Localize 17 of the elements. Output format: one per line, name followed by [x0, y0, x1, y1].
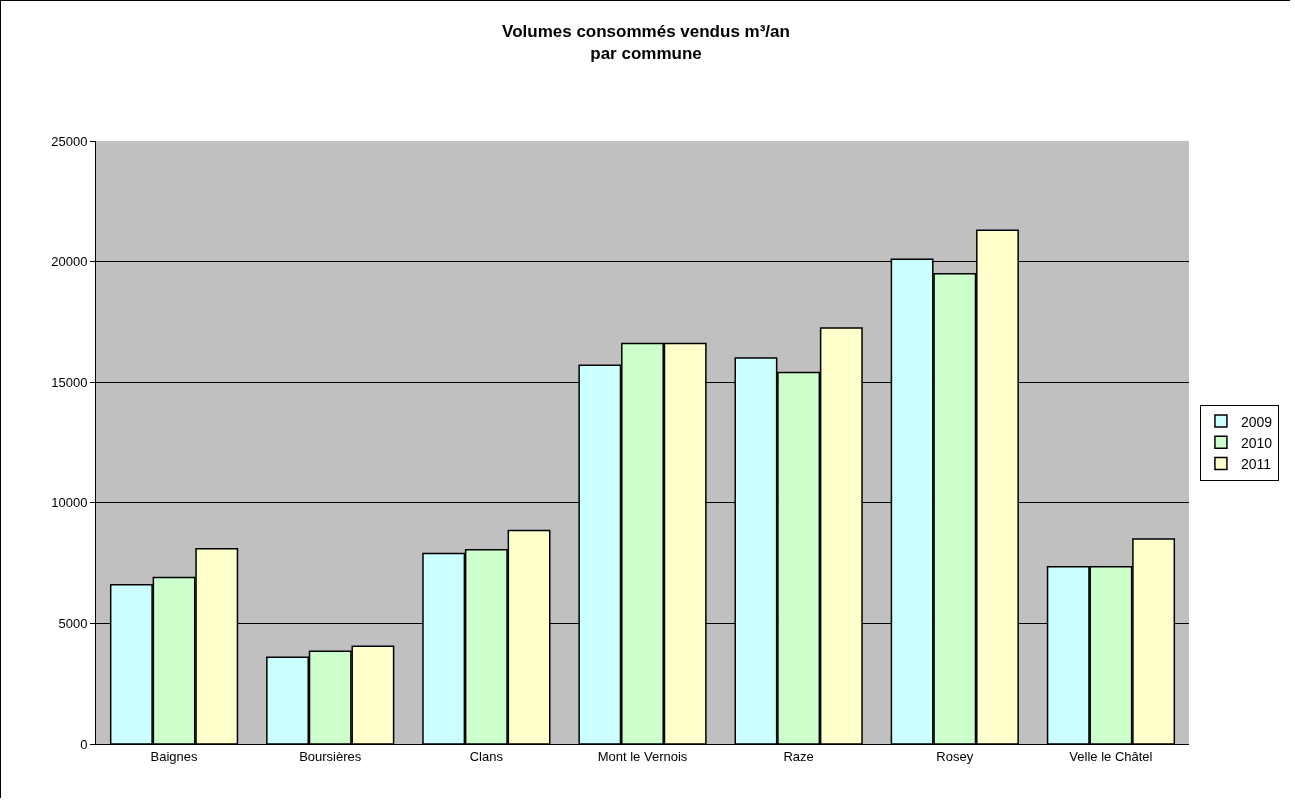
- legend-label: 2011: [1240, 455, 1272, 472]
- chart-title: Volumes consommés vendus m³/an par commune: [502, 21, 790, 64]
- x-tick-label: Baignes: [150, 748, 199, 764]
- y-tick-label: 5000: [58, 615, 88, 631]
- y-tick-label: 25000: [51, 133, 88, 149]
- x-tick-label: Raze: [783, 748, 814, 764]
- x-tick-label: Rosey: [936, 748, 974, 764]
- x-tick-label: Clans: [469, 748, 504, 764]
- legend-label: 2009: [1240, 413, 1273, 430]
- y-tick-label: 10000: [51, 495, 88, 511]
- x-tick-label: Boursières: [299, 748, 362, 764]
- x-tick-label: Velle le Châtel: [1069, 748, 1153, 764]
- legend-label: 2010: [1240, 434, 1273, 451]
- x-tick-label: Mont le Vernois: [597, 748, 688, 764]
- y-tick-label: 20000: [51, 254, 88, 270]
- y-tick-label: 0: [80, 736, 88, 752]
- y-tick-label: 15000: [51, 374, 88, 390]
